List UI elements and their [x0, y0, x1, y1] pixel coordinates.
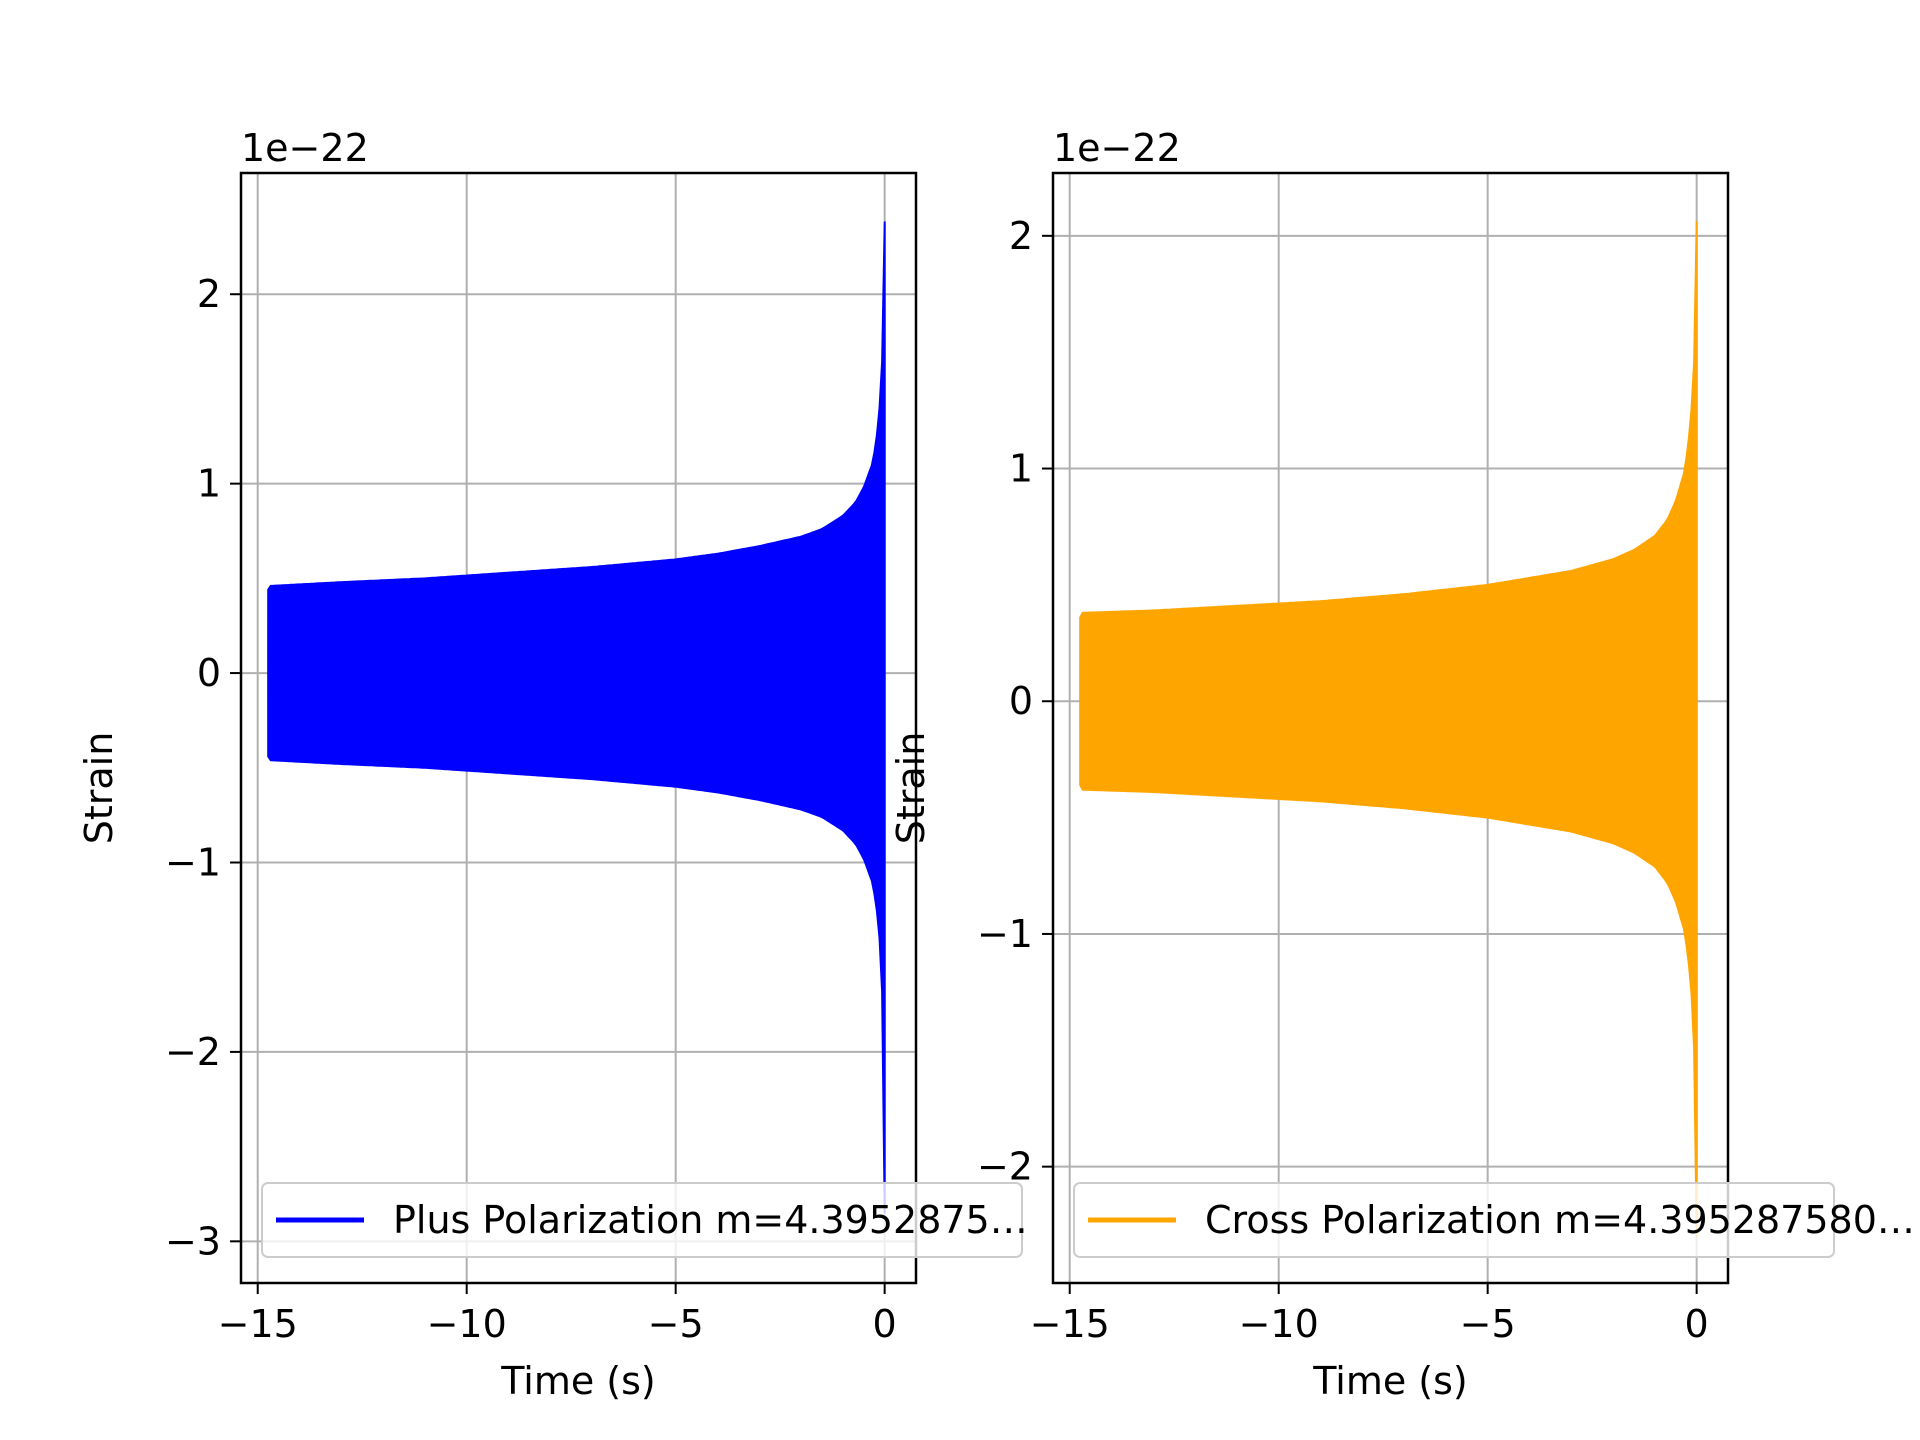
cross-x-axis-label: Time (s): [1312, 1359, 1468, 1403]
cross-x-ticks: −15 −10 −5 0: [1030, 1283, 1709, 1346]
plus-legend-label: Plus Polarization m=4.3952875…: [393, 1198, 1028, 1242]
plus-axes-frame: [239, 171, 918, 1285]
cross-x-tick-label: −15: [1030, 1302, 1110, 1346]
plus-x-tick-label: −5: [648, 1302, 704, 1346]
cross-legend-box: [1073, 1182, 1835, 1258]
cross-x-tick-label: −5: [1460, 1302, 1516, 1346]
plus-x-tick-label: −15: [218, 1302, 298, 1346]
cross-y-tick-label: −2: [977, 1145, 1033, 1189]
cross-y-axis-label: Strain: [889, 732, 933, 845]
plus-x-ticks: −15 −10 −5 0: [218, 1283, 897, 1346]
cross-x-tick-label: 0: [1685, 1302, 1709, 1346]
cross-y-tick-label: 2: [1009, 214, 1033, 258]
plus-x-tick-label: 0: [873, 1302, 897, 1346]
plus-y-tick-label: −3: [165, 1219, 221, 1263]
cross-y-tick-label: −1: [977, 912, 1033, 956]
cross-y-tick-label: 1: [1009, 447, 1033, 491]
plus-x-axis-label: Time (s): [500, 1359, 656, 1403]
plus-y-tick-label: 2: [197, 272, 221, 316]
plus-legend-box: [261, 1182, 1023, 1258]
cross-legend: Cross Polarization m=4.395287580…: [1073, 1182, 1915, 1258]
plus-y-tick-label: −2: [165, 1030, 221, 1074]
plus-y-axis-label: Strain: [77, 732, 121, 845]
plus-y-ticks: −3 −2 −1 0 1 2: [165, 272, 241, 1263]
plus-y-tick-label: 1: [197, 462, 221, 506]
plus-y-tick-label: 0: [197, 651, 221, 695]
cross-offset-label: 1e−22: [1053, 126, 1181, 170]
plus-legend: Plus Polarization m=4.3952875…: [261, 1182, 1028, 1258]
plus-offset-label: 1e−22: [241, 126, 369, 170]
cross-y-tick-label: 0: [1009, 679, 1033, 723]
cross-axes-frame: [1051, 171, 1730, 1285]
plus-y-tick-label: −1: [165, 840, 221, 884]
plus-polarization-waveform: [267, 221, 886, 1214]
cross-x-tick-label: −10: [1239, 1302, 1319, 1346]
cross-y-ticks: −2 −1 0 1 2: [977, 214, 1053, 1189]
cross-legend-label: Cross Polarization m=4.395287580…: [1205, 1198, 1915, 1242]
plus-x-tick-label: −10: [427, 1302, 507, 1346]
cross-polarization-waveform: [1079, 220, 1698, 1238]
